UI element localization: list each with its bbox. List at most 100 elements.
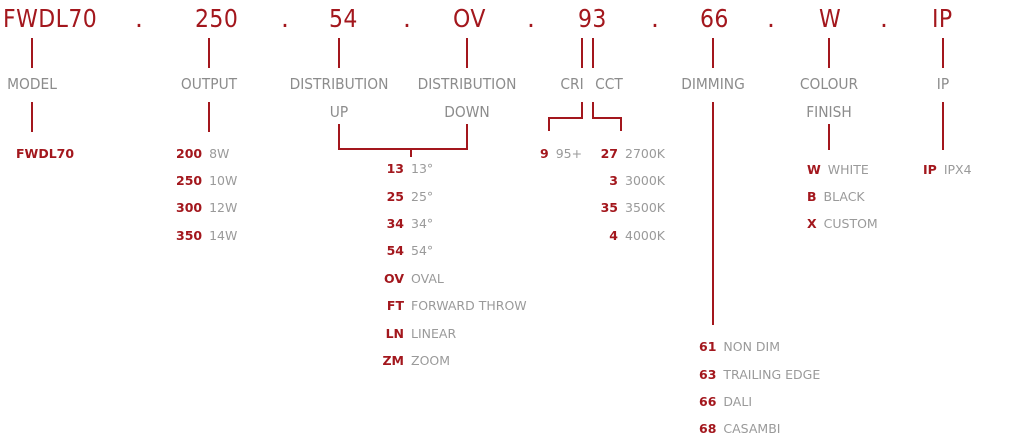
option-code: 4 — [609, 228, 618, 243]
option-code: 35 — [600, 200, 618, 215]
dimming-code: 66 — [700, 4, 729, 33]
cri-option: 9 95+ — [540, 146, 582, 162]
distribution-option: FT FORWARD THROW — [380, 298, 560, 314]
option-code: W — [807, 162, 821, 177]
option-desc: 2700K — [625, 146, 666, 161]
dist-down-code: OV — [453, 4, 486, 33]
option-desc: LINEAR — [411, 326, 457, 341]
colour-option: X CUSTOM — [807, 216, 878, 232]
dimming-option: 63 TRAILING EDGE — [699, 367, 820, 383]
cri-cct-code: 93 — [578, 4, 607, 33]
dist-up-code: 54 — [329, 4, 358, 33]
distribution-option: 13 13° — [380, 161, 560, 177]
cct-option: 4 4000K — [592, 228, 665, 244]
option-code: 63 — [699, 367, 717, 382]
option-code: 68 — [699, 421, 717, 436]
cct-option: 3 3000K — [592, 173, 665, 189]
option-code: 34 — [386, 216, 404, 231]
dimming-option: 68 CASAMBI — [699, 421, 780, 437]
option-desc: 8W — [209, 146, 230, 161]
separator-dot: . — [880, 4, 888, 33]
output-option: 300 12W — [176, 200, 237, 216]
option-desc: 25° — [411, 189, 434, 204]
option-code: 61 — [699, 339, 717, 354]
option-code: 66 — [699, 394, 717, 409]
model-option: FWDL70 — [16, 146, 74, 162]
output-label: OUTPUT — [180, 75, 238, 93]
option-desc: ZOOM — [411, 353, 451, 368]
output-option: 350 14W — [176, 228, 237, 244]
model-label: MODEL — [7, 75, 57, 93]
option-code: LN — [385, 326, 404, 341]
distribution-option: OV OVAL — [380, 271, 560, 287]
option-desc: 95+ — [555, 146, 583, 161]
option-desc: BLACK — [823, 189, 865, 204]
cct-label: CCT — [595, 75, 623, 93]
option-desc: TRAILING EDGE — [723, 367, 821, 382]
option-code: 13 — [386, 161, 404, 176]
option-desc: 3500K — [625, 200, 666, 215]
option-desc: 54° — [411, 243, 434, 258]
option-code: 200 — [176, 146, 203, 161]
ip-code: IP — [932, 4, 953, 33]
distribution-down-label-2: DOWN — [444, 103, 490, 121]
distribution-option: LN LINEAR — [380, 326, 560, 342]
option-desc: 12W — [209, 200, 238, 215]
option-code: 3 — [609, 173, 618, 188]
option-desc: 14W — [209, 228, 238, 243]
dimming-label: DIMMING — [681, 75, 745, 93]
option-code: 350 — [176, 228, 203, 243]
option-code: FT — [386, 298, 404, 313]
dimming-option: 61 NON DIM — [699, 339, 780, 355]
output-option: 250 10W — [176, 173, 237, 189]
distribution-option: 54 54° — [380, 243, 560, 259]
ip-label: IP — [936, 75, 950, 93]
ip-option: IP IPX4 — [923, 162, 972, 178]
option-desc: 3000K — [625, 173, 666, 188]
distribution-option: ZM ZOOM — [380, 353, 560, 369]
option-code: 54 — [386, 243, 404, 258]
option-code: 300 — [176, 200, 203, 215]
option-desc: IPX4 — [943, 162, 972, 177]
separator-dot: . — [651, 4, 659, 33]
dimming-option: 66 DALI — [699, 394, 752, 410]
separator-dot: . — [135, 4, 143, 33]
output-code: 250 — [195, 4, 239, 33]
option-code: B — [807, 189, 817, 204]
colour-code: W — [819, 4, 842, 33]
model-code: FWDL70 — [3, 4, 98, 33]
option-desc: CASAMBI — [723, 421, 781, 436]
option-desc: DALI — [723, 394, 753, 409]
option-desc: 13° — [411, 161, 434, 176]
option-desc: WHITE — [827, 162, 869, 177]
option-desc: 4000K — [625, 228, 666, 243]
separator-dot: . — [527, 4, 535, 33]
option-desc: 10W — [209, 173, 238, 188]
colour-option: W WHITE — [807, 162, 869, 178]
separator-dot: . — [767, 4, 775, 33]
distribution-option: 34 34° — [380, 216, 560, 232]
option-code: FWDL70 — [16, 146, 75, 161]
colour-option: B BLACK — [807, 189, 865, 205]
option-code: ZM — [382, 353, 404, 368]
option-desc: FORWARD THROW — [411, 298, 527, 313]
distribution-down-label-1: DISTRIBUTION — [417, 75, 517, 93]
cct-option: 35 3500K — [592, 200, 665, 216]
option-code: X — [807, 216, 817, 231]
distribution-up-label-2: UP — [329, 103, 349, 121]
option-desc: NON DIM — [723, 339, 781, 354]
distribution-option: 25 25° — [380, 189, 560, 205]
option-desc: OVAL — [411, 271, 444, 286]
option-desc: 34° — [411, 216, 434, 231]
option-code: IP — [923, 162, 937, 177]
option-code: 250 — [176, 173, 203, 188]
separator-dot: . — [403, 4, 411, 33]
cct-option: 27 2700K — [592, 146, 665, 162]
option-code: 27 — [600, 146, 618, 161]
cri-label: CRI — [560, 75, 584, 93]
option-code: 25 — [386, 189, 404, 204]
separator-dot: . — [281, 4, 289, 33]
colour-label-1: COLOUR — [799, 75, 859, 93]
option-code: 9 — [540, 146, 549, 161]
distribution-up-label-1: DISTRIBUTION — [289, 75, 389, 93]
